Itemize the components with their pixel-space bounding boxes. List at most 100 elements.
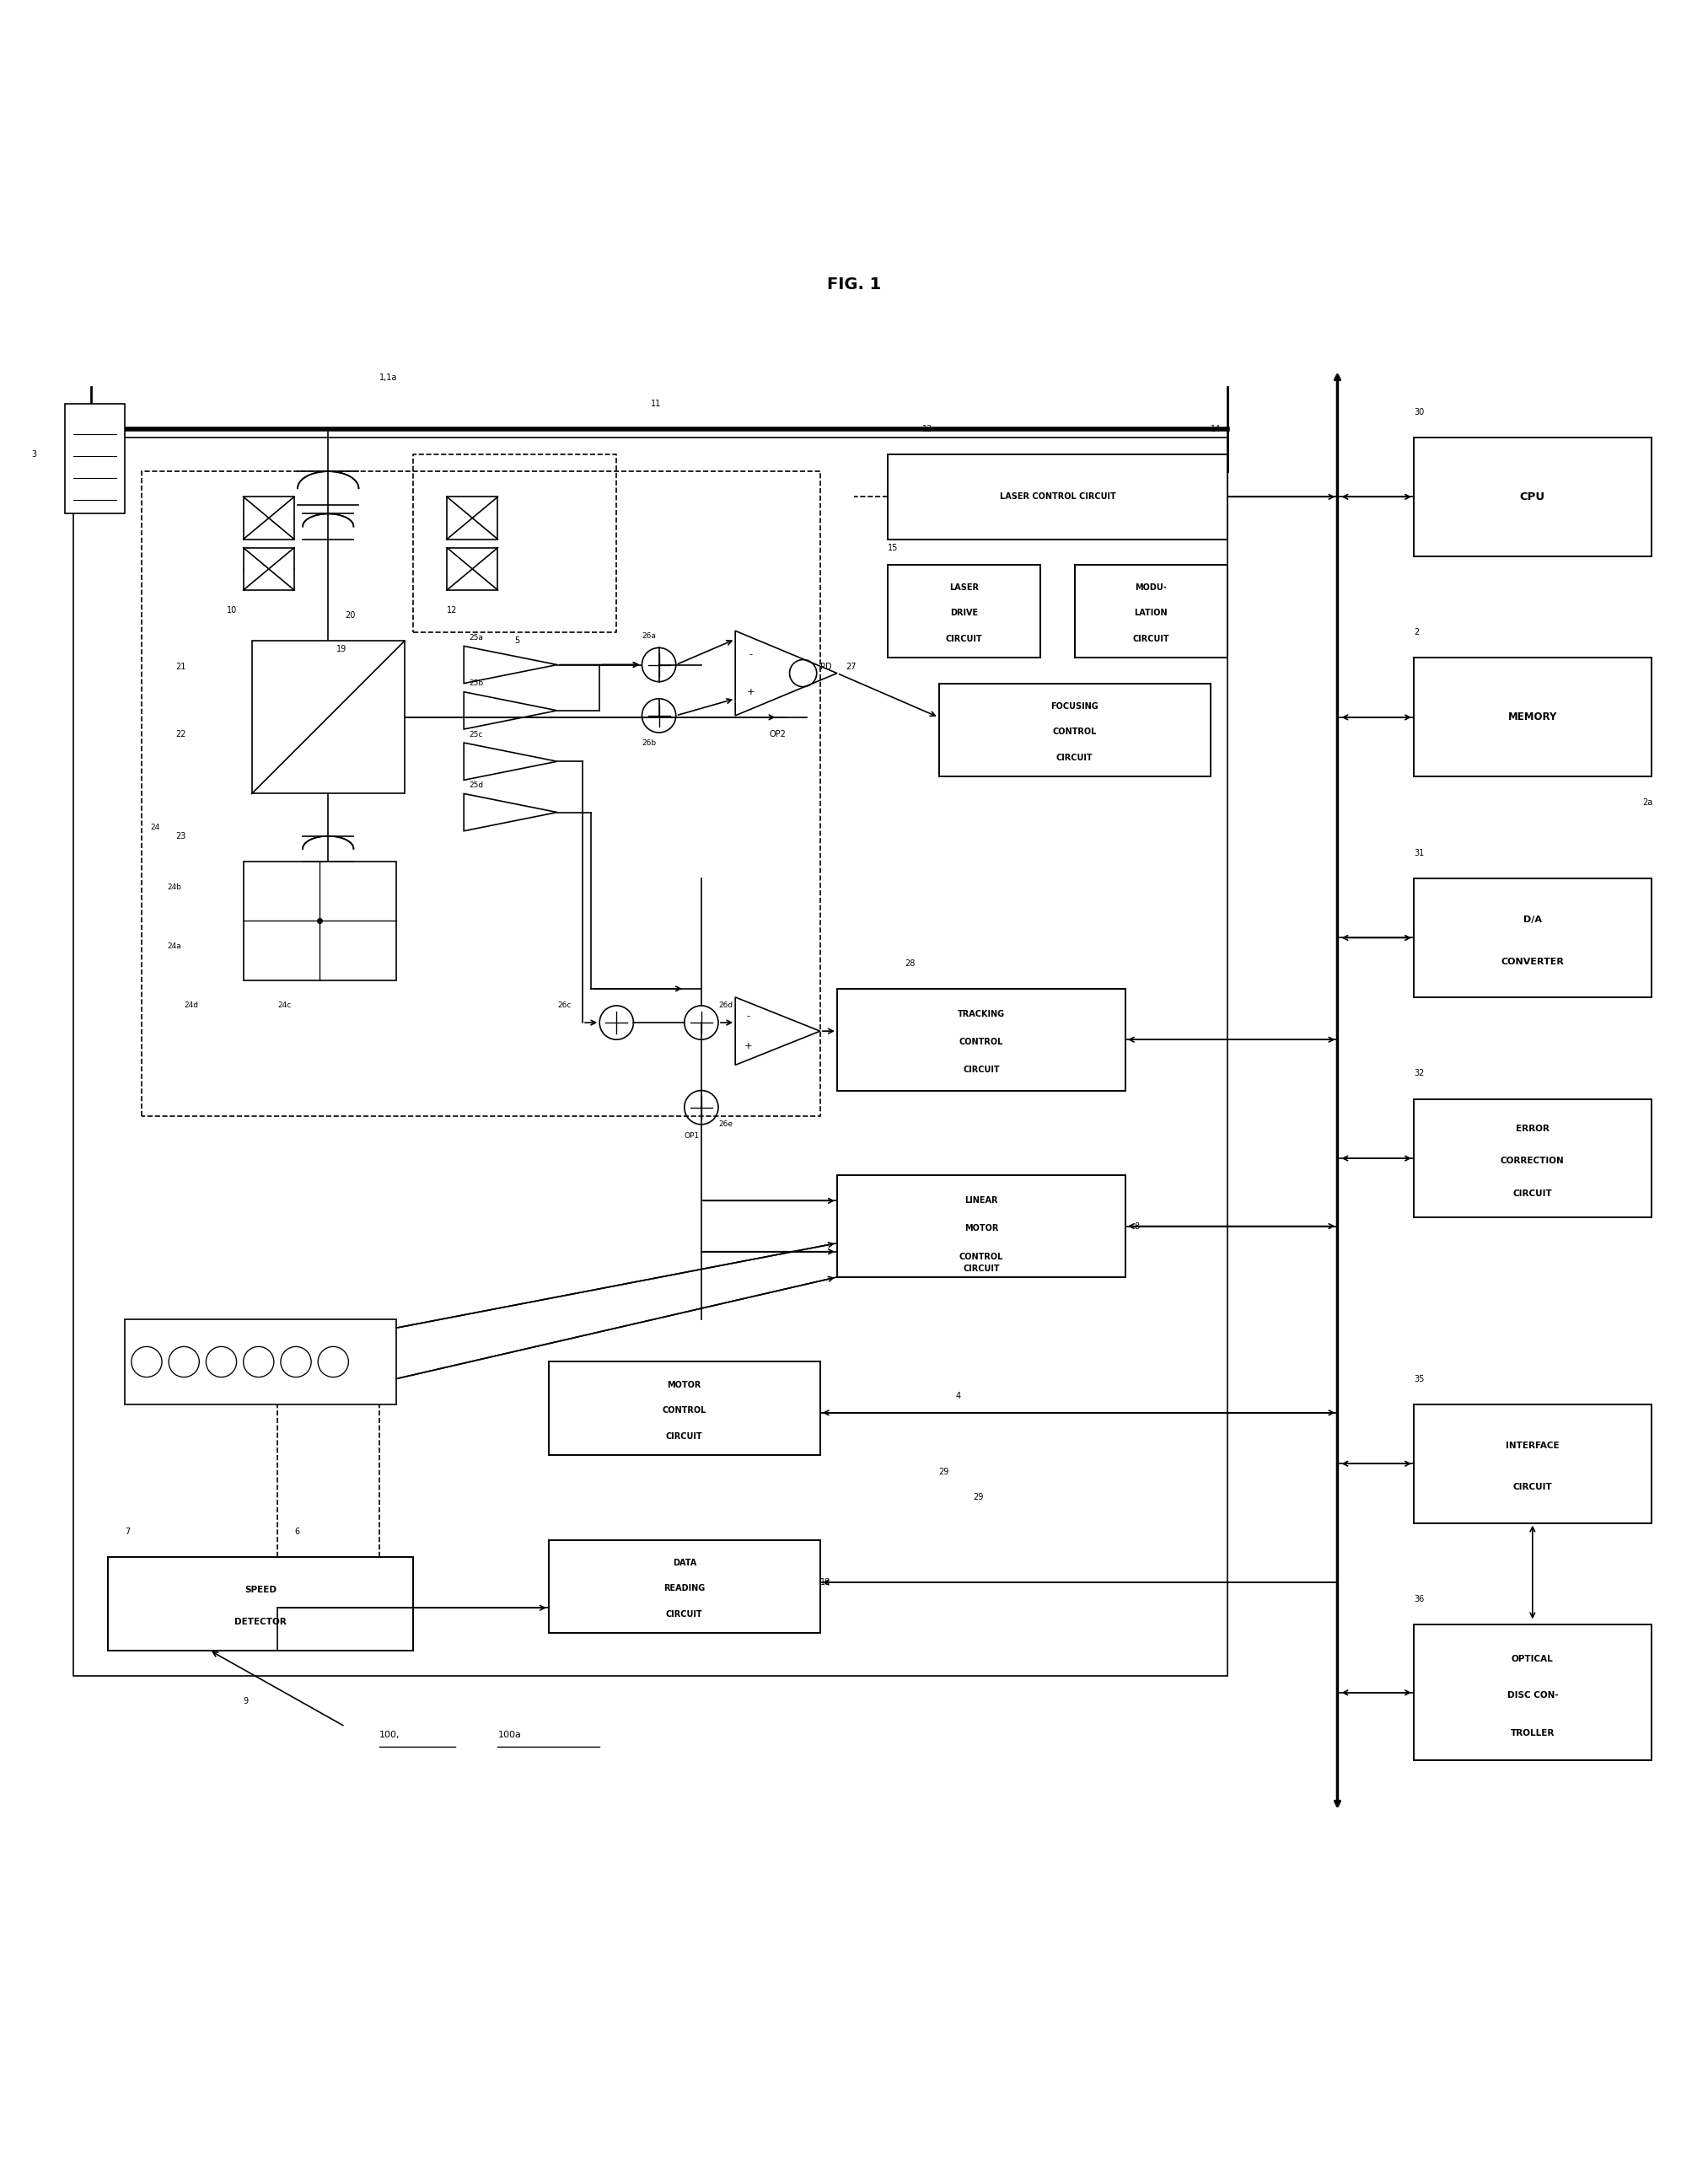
Text: 25c: 25c bbox=[470, 731, 483, 738]
Text: 5: 5 bbox=[514, 636, 519, 645]
Text: 35: 35 bbox=[1414, 1374, 1424, 1383]
Text: LINEAR: LINEAR bbox=[965, 1197, 997, 1205]
Text: LATION: LATION bbox=[1134, 608, 1168, 617]
Text: MODU-: MODU- bbox=[1134, 584, 1167, 593]
Text: MEMORY: MEMORY bbox=[1508, 712, 1558, 723]
FancyBboxPatch shape bbox=[888, 454, 1226, 539]
Text: 32: 32 bbox=[1414, 1069, 1424, 1078]
FancyBboxPatch shape bbox=[1414, 1404, 1652, 1523]
Text: 25d: 25d bbox=[470, 781, 483, 790]
Text: 22: 22 bbox=[176, 729, 186, 738]
Text: FIG. 1: FIG. 1 bbox=[827, 277, 881, 292]
FancyBboxPatch shape bbox=[243, 547, 294, 591]
Text: 26e: 26e bbox=[719, 1121, 733, 1127]
Text: OP1: OP1 bbox=[685, 1132, 700, 1140]
Text: 30: 30 bbox=[1414, 407, 1424, 415]
Text: 14: 14 bbox=[1211, 424, 1221, 433]
Text: CIRCUIT: CIRCUIT bbox=[963, 1067, 999, 1073]
Text: +: + bbox=[746, 688, 755, 697]
Text: -: - bbox=[746, 1013, 750, 1021]
Text: CPU: CPU bbox=[1520, 491, 1546, 502]
FancyBboxPatch shape bbox=[939, 684, 1211, 777]
Text: 100a: 100a bbox=[497, 1731, 521, 1740]
Text: 12: 12 bbox=[447, 606, 458, 615]
Text: 8: 8 bbox=[1134, 1223, 1139, 1231]
FancyBboxPatch shape bbox=[108, 1556, 413, 1651]
Text: CONTROL: CONTROL bbox=[1052, 727, 1097, 736]
FancyBboxPatch shape bbox=[548, 1541, 820, 1634]
Text: 26c: 26c bbox=[557, 1002, 570, 1008]
Text: 20: 20 bbox=[345, 610, 355, 619]
Text: SPEED: SPEED bbox=[244, 1586, 277, 1595]
Text: 29: 29 bbox=[974, 1493, 984, 1502]
FancyBboxPatch shape bbox=[125, 1320, 396, 1404]
Text: 13: 13 bbox=[922, 424, 933, 433]
Text: LASER: LASER bbox=[950, 584, 979, 593]
Text: 6: 6 bbox=[294, 1528, 299, 1536]
FancyBboxPatch shape bbox=[1414, 1099, 1652, 1218]
Text: CIRCUIT: CIRCUIT bbox=[666, 1610, 702, 1619]
FancyBboxPatch shape bbox=[1414, 437, 1652, 556]
Text: CIRCUIT: CIRCUIT bbox=[946, 634, 982, 643]
Text: MOTOR: MOTOR bbox=[668, 1381, 702, 1389]
Text: -: - bbox=[748, 651, 752, 658]
Text: 29: 29 bbox=[939, 1467, 950, 1476]
Text: 28: 28 bbox=[905, 959, 915, 967]
Text: 25b: 25b bbox=[470, 679, 483, 688]
FancyBboxPatch shape bbox=[837, 989, 1126, 1091]
Text: 3: 3 bbox=[31, 450, 36, 459]
Text: 4: 4 bbox=[956, 1391, 962, 1400]
Text: 23: 23 bbox=[176, 831, 186, 840]
Text: DETECTOR: DETECTOR bbox=[234, 1619, 287, 1627]
FancyBboxPatch shape bbox=[1414, 1625, 1652, 1761]
Text: 24c: 24c bbox=[277, 1002, 290, 1008]
FancyBboxPatch shape bbox=[243, 861, 396, 980]
FancyBboxPatch shape bbox=[447, 498, 497, 539]
Text: CONVERTER: CONVERTER bbox=[1501, 956, 1565, 965]
FancyBboxPatch shape bbox=[1414, 879, 1652, 998]
Text: 9: 9 bbox=[243, 1697, 248, 1705]
Text: D/A: D/A bbox=[1524, 915, 1542, 924]
Text: CONTROL: CONTROL bbox=[960, 1253, 1003, 1262]
FancyBboxPatch shape bbox=[243, 498, 294, 539]
Text: 24b: 24b bbox=[167, 883, 181, 892]
Text: 2a: 2a bbox=[1643, 799, 1653, 807]
FancyBboxPatch shape bbox=[447, 547, 497, 591]
Text: DRIVE: DRIVE bbox=[950, 608, 979, 617]
Text: CIRCUIT: CIRCUIT bbox=[666, 1433, 702, 1441]
Text: ERROR: ERROR bbox=[1515, 1125, 1549, 1134]
Text: 26a: 26a bbox=[642, 632, 656, 641]
Text: +: + bbox=[745, 1041, 752, 1050]
FancyBboxPatch shape bbox=[251, 641, 405, 794]
Text: INTERFACE: INTERFACE bbox=[1506, 1441, 1559, 1450]
Text: 24: 24 bbox=[150, 824, 159, 831]
Text: OPTICAL: OPTICAL bbox=[1512, 1655, 1554, 1662]
Text: 27: 27 bbox=[845, 662, 856, 671]
Text: CIRCUIT: CIRCUIT bbox=[1056, 753, 1093, 762]
Text: 25a: 25a bbox=[470, 634, 483, 641]
Text: PD: PD bbox=[820, 662, 832, 671]
Text: 24a: 24a bbox=[167, 944, 181, 950]
Text: CIRCUIT: CIRCUIT bbox=[1513, 1482, 1553, 1491]
Text: CIRCUIT: CIRCUIT bbox=[963, 1264, 999, 1272]
FancyBboxPatch shape bbox=[1074, 565, 1226, 658]
Text: 2: 2 bbox=[1414, 628, 1419, 636]
Text: 31: 31 bbox=[1414, 848, 1424, 857]
Text: TROLLER: TROLLER bbox=[1510, 1729, 1554, 1738]
Text: 11: 11 bbox=[651, 400, 661, 407]
FancyBboxPatch shape bbox=[548, 1361, 820, 1454]
Text: CORRECTION: CORRECTION bbox=[1501, 1156, 1565, 1164]
Text: 10: 10 bbox=[227, 606, 237, 615]
Text: LASER CONTROL CIRCUIT: LASER CONTROL CIRCUIT bbox=[999, 493, 1115, 502]
Text: TRACKING: TRACKING bbox=[958, 1011, 1004, 1019]
Text: 26d: 26d bbox=[719, 1002, 733, 1008]
Text: DISC CON-: DISC CON- bbox=[1506, 1690, 1558, 1699]
Text: CONTROL: CONTROL bbox=[663, 1407, 707, 1415]
FancyBboxPatch shape bbox=[65, 403, 125, 513]
Text: 26b: 26b bbox=[642, 738, 656, 747]
Text: CIRCUIT: CIRCUIT bbox=[1132, 634, 1170, 643]
Text: MOTOR: MOTOR bbox=[965, 1225, 997, 1233]
FancyBboxPatch shape bbox=[73, 437, 1226, 1675]
Text: 19: 19 bbox=[336, 645, 347, 654]
Text: 15: 15 bbox=[888, 543, 898, 552]
